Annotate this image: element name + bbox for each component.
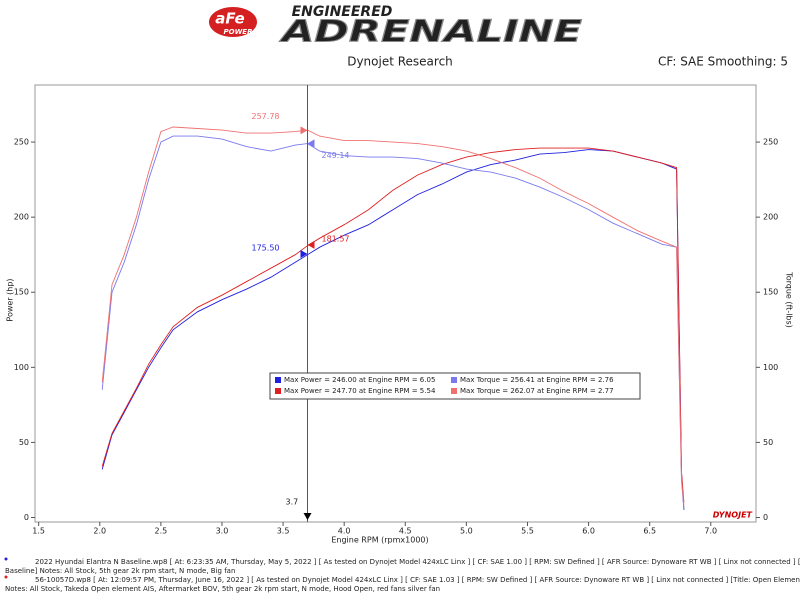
watermark: DYNOJET — [713, 511, 753, 520]
annotation-label: 175.50 — [252, 243, 280, 252]
stats-swatch — [451, 388, 457, 394]
y-tick-label: 0 — [24, 513, 29, 522]
annotation-marker — [307, 139, 315, 148]
header-right: CF: SAE Smoothing: 5 — [658, 55, 788, 69]
annotation-label: 181.57 — [322, 234, 350, 243]
x-tick-label: 6.0 — [582, 527, 595, 536]
x-tick-label: 7.0 — [704, 527, 717, 536]
stats-box — [269, 372, 641, 400]
footer-line: 56-10057D.wp8 [ At: 12:09:57 PM, Thursda… — [35, 576, 800, 584]
x-tick-label: 1.5 — [32, 527, 45, 536]
logo-badge — [209, 7, 257, 37]
footer-line: 2022 Hyundai Elantra N Baseline.wp8 [ At… — [35, 558, 800, 566]
stats-text: Max Power = 247.70 at Engine RPM = 5.54 — [284, 387, 436, 395]
y-tick-label: 150 — [14, 288, 29, 297]
stats-text: Max Power = 246.00 at Engine RPM = 6.05 — [284, 376, 435, 384]
plot-area — [34, 84, 757, 523]
y2-tick-label: 200 — [763, 213, 778, 222]
brand-top: ENGINEERED — [292, 4, 393, 20]
y-tick-label: 250 — [14, 138, 29, 147]
y-axis-title: Power (hp) — [6, 278, 15, 321]
y-tick-label: 50 — [19, 438, 29, 447]
y2-tick-label: 250 — [763, 138, 778, 147]
x-tick-label: 4.5 — [399, 527, 412, 536]
footer-line: Baseline] Notes: All Stock, 5th gear 2k … — [5, 567, 235, 575]
y-tick-label: 100 — [14, 363, 29, 372]
series-line — [101, 126, 685, 506]
footer-dot — [4, 557, 8, 561]
logo: aFe — [215, 10, 244, 28]
footer-dot — [4, 575, 8, 579]
stats-swatch — [275, 377, 281, 383]
cursor-arrow — [303, 513, 312, 520]
x-tick-label: 2.5 — [155, 527, 168, 536]
x-tick-label: 3.5 — [277, 527, 290, 536]
annotation-label: 257.78 — [252, 112, 280, 121]
annotation-marker — [300, 126, 308, 135]
y2-tick-label: 100 — [763, 363, 778, 372]
x-tick-label: 5.5 — [521, 527, 534, 536]
header-left: Dynojet Research — [347, 55, 453, 69]
brand-main: ADRENALINE — [279, 15, 582, 50]
annotation-marker — [300, 249, 308, 258]
annotation-label: 249.14 — [322, 151, 350, 160]
x-tick-label: 4.0 — [338, 527, 351, 536]
x-tick-label: 3.0 — [216, 527, 229, 536]
logo-sub: POWER — [224, 28, 253, 36]
stats-text: Max Torque = 262.07 at Engine RPM = 2.77 — [460, 387, 614, 395]
stats-swatch — [275, 388, 281, 394]
stats-swatch — [451, 377, 457, 383]
y2-tick-label: 50 — [763, 438, 773, 447]
series-line — [101, 147, 685, 503]
y2-tick-label: 150 — [763, 288, 778, 297]
x-tick-label: 2.0 — [93, 527, 106, 536]
annotation-marker — [307, 240, 315, 249]
y-tick-label: 200 — [14, 213, 29, 222]
y2-axis-title: Torque (ft-lbs) — [785, 271, 794, 328]
stats-text: Max Torque = 256.41 at Engine RPM = 2.76 — [460, 376, 614, 384]
x-tick-label: 5.0 — [460, 527, 473, 536]
series-line — [101, 135, 685, 511]
footer-line: Notes: All Stock, Takeda Open element AI… — [5, 585, 440, 593]
x-tick-label: 6.5 — [643, 527, 656, 536]
y2-tick-label: 0 — [763, 513, 768, 522]
cursor-label: 3.7 — [286, 498, 299, 507]
x-axis-title: Engine RPM (rpmx1000) — [331, 536, 428, 545]
